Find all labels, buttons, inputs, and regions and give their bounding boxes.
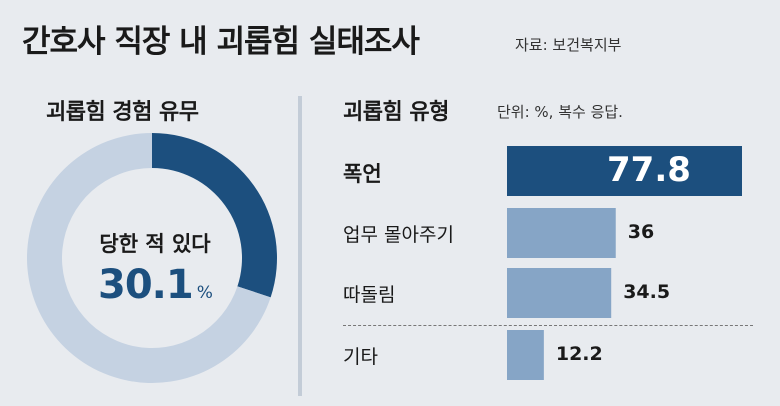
bar-2	[507, 208, 616, 258]
bar-category-label: 업무 몰아주기	[343, 224, 454, 246]
bar-value-label: 34.5	[623, 281, 671, 303]
bar-value-label: 36	[627, 221, 655, 243]
page-title: 간호사 직장 내 괴롭힘 실태조사	[22, 24, 420, 60]
bar-3	[507, 268, 612, 318]
source-note: 자료: 보건복지부	[515, 36, 622, 54]
donut-value-unit: %	[196, 283, 213, 303]
section-divider	[298, 96, 302, 396]
donut-slice-experienced	[152, 133, 277, 298]
bar-value-label: 12.2	[555, 343, 603, 365]
bar-category-label: 폭언	[343, 162, 382, 186]
bar-value-label: 77.8	[607, 150, 691, 190]
donut-center-value: 30.1%	[98, 262, 213, 308]
donut-chart	[27, 133, 277, 383]
bar-category-label: 따돌림	[343, 284, 396, 306]
donut-value-number: 30.1	[98, 262, 194, 308]
unit-note: 단위: %, 복수 응답.	[497, 103, 623, 121]
donut-center-label: 당한 적 있다	[99, 232, 211, 256]
separator-dashed-line	[343, 325, 753, 326]
bar-chart-title: 괴롭힘 유형	[343, 100, 449, 125]
bar-1	[507, 146, 742, 196]
bar-category-label: 기타	[343, 346, 378, 368]
bar-4	[507, 330, 544, 380]
donut-chart-title: 괴롭힘 경험 유무	[46, 100, 199, 125]
